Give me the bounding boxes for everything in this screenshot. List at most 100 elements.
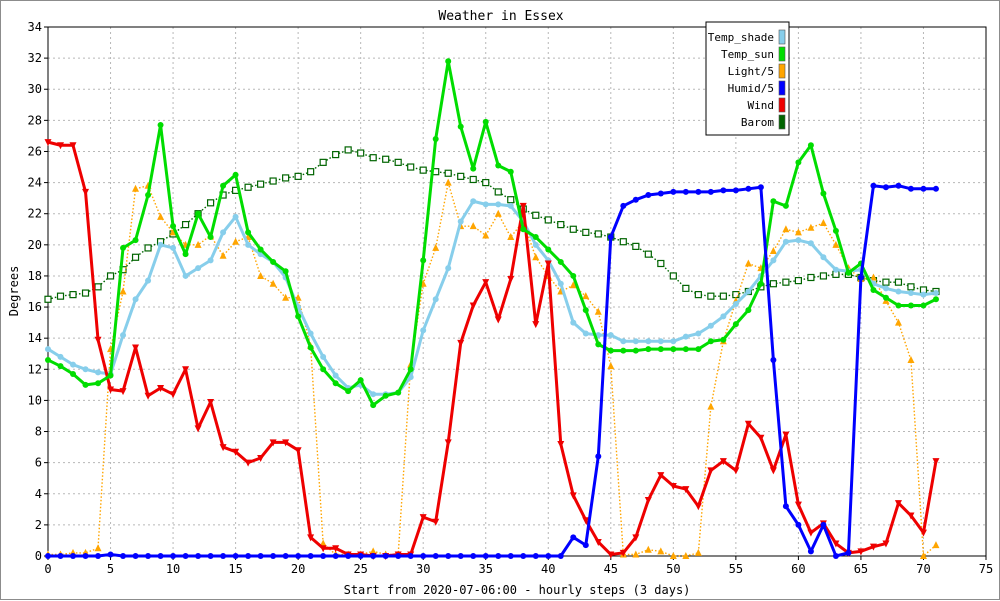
data-point [732,467,740,475]
data-point [320,353,327,360]
data-point [182,272,189,279]
y-tick-label: 32 [28,51,42,65]
data-point [132,344,140,352]
data-point [106,272,115,280]
data-point [95,553,102,559]
data-point [732,300,739,307]
data-point [520,226,527,233]
data-point [70,361,77,368]
x-tick-label: 75 [979,562,993,576]
data-point [244,459,252,467]
x-tick-label: 65 [854,562,868,576]
y-tick-label: 0 [35,549,42,563]
data-point [45,356,51,363]
data-point [407,374,414,381]
data-point [644,250,652,258]
data-point [770,198,777,205]
data-point [56,292,65,300]
data-point [720,313,727,320]
data-point [294,293,302,301]
data-point [757,280,764,287]
data-point [445,553,452,559]
legend-swatch [778,80,786,96]
data-point [782,503,789,510]
data-point [307,534,315,542]
data-point [94,544,102,552]
data-point [882,184,889,191]
data-point [932,458,940,466]
data-point [920,185,927,192]
data-point [432,518,440,526]
data-point [545,553,552,559]
data-point [44,139,52,147]
data-point [620,347,627,354]
data-point [206,199,215,207]
legend-label: Barom [741,116,774,129]
data-point [544,216,552,224]
data-point [632,347,639,354]
data-point [769,280,777,288]
data-point [244,183,252,191]
data-point [569,225,577,233]
data-point [107,386,115,394]
legend-label: Light/5 [728,65,774,78]
data-point [307,330,314,337]
data-point [194,425,202,433]
data-point [445,265,452,272]
data-point [69,142,77,150]
data-point [645,346,652,353]
data-point [845,269,852,276]
data-point [207,553,214,559]
data-point [745,307,752,314]
data-point [94,283,102,291]
data-point [644,496,652,504]
data-point [482,178,490,187]
data-point [682,333,689,340]
data-point [132,296,139,303]
data-point [282,293,290,301]
data-point [657,472,665,480]
data-point [157,384,165,392]
data-point [432,296,439,303]
data-point [207,234,214,241]
series-barom [44,146,940,303]
data-point [895,288,902,295]
data-point [420,257,427,264]
data-point [832,266,839,273]
data-point [107,372,114,379]
x-tick-label: 50 [666,562,680,576]
data-point [720,336,727,343]
data-point [570,534,577,541]
data-point [57,553,64,559]
x-tick-label: 40 [541,562,555,576]
plot-area-border [47,26,987,557]
data-point [719,292,727,300]
data-point [444,439,452,447]
data-point [132,237,139,244]
data-point [257,246,264,253]
data-point [181,220,190,229]
data-point [520,553,527,559]
x-tick-label: 60 [791,562,805,576]
data-point [845,549,852,556]
data-point [607,332,614,339]
data-point [482,279,490,287]
data-point [820,190,827,197]
data-point [932,290,939,297]
data-point [795,237,802,244]
data-point [257,454,265,462]
data-point [507,168,514,175]
data-point [120,553,127,559]
data-point [407,366,414,373]
data-point [119,388,127,396]
y-tick-label: 30 [28,82,42,96]
data-point [907,290,914,297]
data-point [470,553,477,559]
data-point [820,521,827,528]
data-point [157,553,164,559]
data-point [170,553,177,559]
data-point [507,196,515,204]
data-point [657,259,665,268]
data-point [569,492,577,500]
